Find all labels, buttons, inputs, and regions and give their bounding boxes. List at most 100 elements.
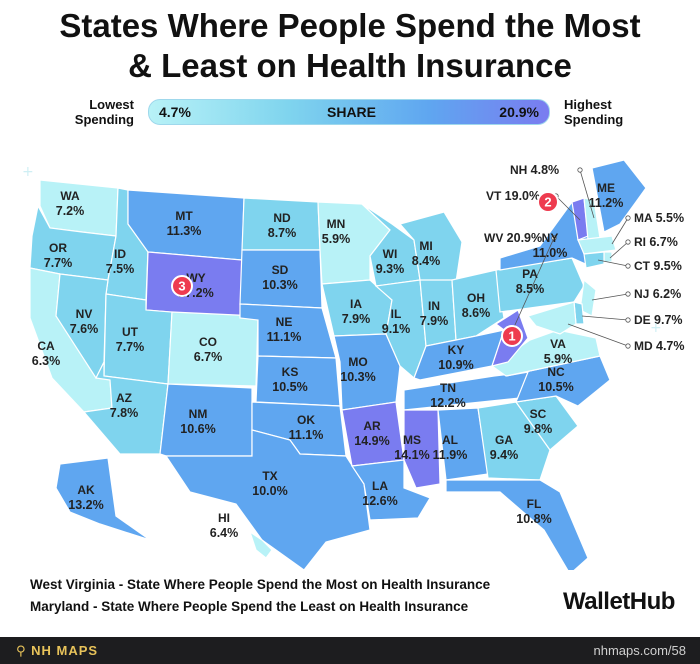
state-value-wv: 20.9%: [507, 231, 542, 245]
leader-dot-nh: [577, 167, 583, 173]
footer-least-text: - State Where People Spend the Least on …: [89, 599, 469, 614]
state-az: [82, 361, 169, 455]
state-abbr-ky: KY: [448, 343, 465, 357]
state-value-vt: 19.0%: [505, 189, 540, 203]
state-value-tx: 10.0%: [252, 484, 287, 498]
state-side-label-ri: RI 6.7%: [634, 235, 678, 249]
state-ak: [55, 457, 151, 541]
leader-dot-nj: [625, 291, 631, 297]
state-value-ga: 9.4%: [490, 448, 519, 462]
state-value-oh: 8.6%: [462, 306, 491, 320]
leader-dot-ct: [625, 263, 631, 269]
state-wy: [145, 251, 243, 319]
state-value-ny: 11.0%: [533, 246, 568, 260]
state-side-label-ct: CT 9.5%: [634, 259, 682, 273]
legend-high-label-line-2: Spending: [564, 112, 624, 127]
state-value-nd: 8.7%: [268, 226, 297, 240]
state-abbr-vt: VT: [486, 189, 505, 203]
state-value-ma: 5.5%: [656, 211, 685, 225]
rank-marker-1: [501, 325, 523, 347]
leader-dot-md: [625, 343, 631, 349]
state-value-me: 11.2%: [589, 196, 624, 210]
state-abbr-fl: FL: [527, 497, 542, 511]
state-abbr-oh: OH: [467, 291, 485, 305]
state-value-ri: 6.7%: [649, 235, 678, 249]
state-value-ar: 14.9%: [354, 434, 389, 448]
leader-dot-ma: [625, 215, 631, 221]
decorative-plus-icon: +: [22, 164, 34, 180]
us-map: WA 7.2% OR 7.7% CA 6.3% ID 7.5% NV 7.6% MT 11.3% WY 1…: [0, 140, 700, 575]
state-va: [490, 329, 601, 377]
state-abbr-sd: SD: [272, 263, 289, 277]
state-me: [591, 159, 647, 233]
state-value-ct: 9.5%: [653, 259, 682, 273]
state-value-mo: 10.3%: [340, 370, 375, 384]
legend-min-value: 4.7%: [159, 104, 191, 120]
state-abbr-ks: KS: [282, 365, 299, 379]
state-abbr-ak: AK: [77, 483, 95, 497]
state-abbr-mt: MT: [175, 209, 193, 223]
legend-max-value: 20.9%: [499, 104, 539, 120]
state-abbr-nd: ND: [273, 211, 291, 225]
state-abbr-mi: MI: [419, 239, 432, 253]
state-abbr-nh: NH: [510, 163, 531, 177]
state-abbr-sc: SC: [530, 407, 547, 421]
footer-least-state: Maryland: [30, 599, 90, 614]
state-value-ms: 14.1%: [394, 448, 429, 462]
leader-line-de: [581, 315, 629, 321]
state-side-label-wv: WV 20.9%: [484, 231, 542, 245]
state-value-nm: 10.6%: [180, 422, 215, 436]
state-abbr-nc: NC: [547, 365, 565, 379]
state-abbr-md: MD: [634, 339, 656, 353]
state-abbr-ct: CT: [634, 259, 653, 273]
state-abbr-nv: NV: [76, 307, 93, 321]
state-value-ca: 6.3%: [32, 354, 61, 368]
state-value-ut: 7.7%: [116, 340, 145, 354]
state-abbr-ny: NY: [542, 231, 559, 245]
location-pin-icon: ⚲: [16, 643, 32, 658]
us-map-svg: WA7.2%OR7.7%CA6.3%ID7.5%NV7.6%MT11.3%WY1…: [22, 159, 685, 575]
state-abbr-wi: WI: [383, 247, 398, 261]
state-side-label-de: DE 9.7%: [634, 313, 683, 327]
leader-line-vt: [555, 195, 581, 221]
legend-high-label-line-1: Highest: [564, 97, 612, 112]
state-ga: [477, 401, 551, 481]
state-oh: [451, 269, 505, 341]
state-side-label-nj: NJ 6.2%: [634, 287, 681, 301]
state-value-az: 7.8%: [110, 406, 139, 420]
state-co: [167, 311, 259, 387]
legend-gradient-bar: 4.7% SHARE 20.9%: [148, 99, 550, 125]
state-abbr-tx: TX: [262, 469, 277, 483]
state-value-la: 12.6%: [362, 494, 397, 508]
state-ky: [413, 329, 505, 381]
state-abbr-id: ID: [114, 247, 126, 261]
state-abbr-mo: MO: [348, 355, 367, 369]
state-abbr-co: CO: [199, 335, 217, 349]
state-value-mi: 8.4%: [412, 254, 441, 268]
state-value-fl: 10.8%: [516, 512, 551, 526]
state-abbr-tn: TN: [440, 381, 456, 395]
state-abbr-de: DE: [634, 313, 654, 327]
state-abbr-ri: RI: [634, 235, 649, 249]
state-value-il: 9.1%: [382, 322, 411, 336]
state-value-ne: 11.1%: [267, 330, 302, 344]
state-abbr-ut: UT: [122, 325, 139, 339]
leader-dot-wv: [551, 235, 557, 241]
state-value-in: 7.9%: [420, 314, 449, 328]
state-abbr-me: ME: [597, 181, 615, 195]
state-abbr-az: AZ: [116, 391, 132, 405]
legend-low-label-line-2: Spending: [74, 112, 134, 127]
state-value-nh: 4.8%: [531, 163, 560, 177]
nh-maps-logo: ⚲ NH MAPS: [16, 643, 98, 659]
state-value-ia: 7.9%: [342, 312, 371, 326]
state-abbr-al: AL: [442, 433, 458, 447]
wallethub-logo: WalletHub: [563, 588, 675, 615]
source-url: nhmaps.com/58: [593, 643, 687, 658]
leader-line-wv: [509, 237, 555, 337]
state-value-mt: 11.3%: [167, 224, 202, 238]
leader-line-nj: [591, 293, 629, 301]
leader-line-ri: [609, 241, 629, 259]
state-la: [350, 459, 431, 521]
state-ma: [577, 235, 617, 255]
state-value-al: 11.9%: [433, 448, 468, 462]
